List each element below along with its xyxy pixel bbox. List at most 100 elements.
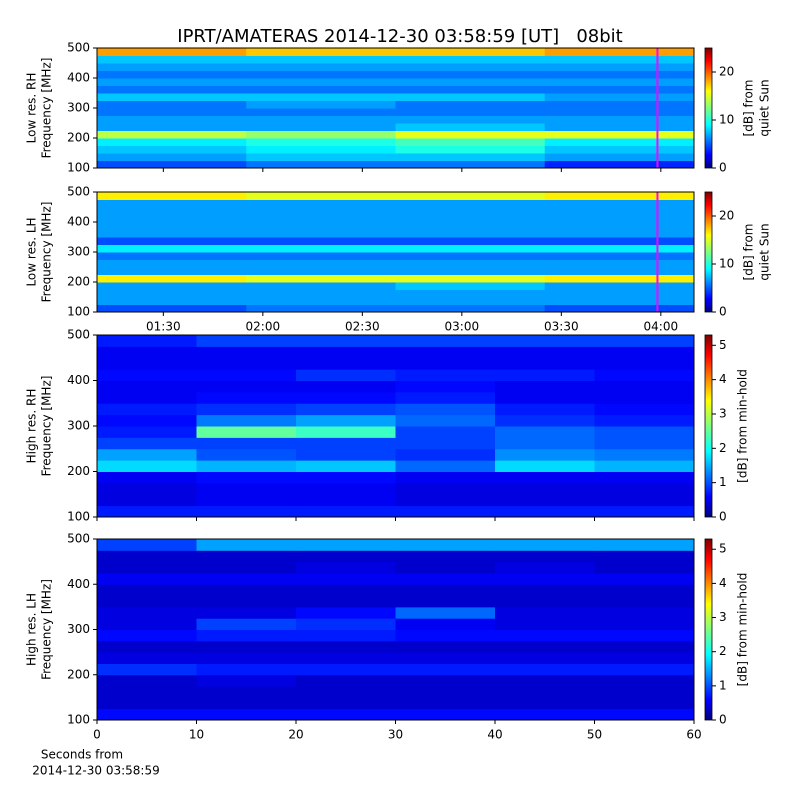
x-tick-label: 03:00 <box>445 320 480 334</box>
heat-cell <box>97 426 197 438</box>
heat-cell <box>395 505 496 518</box>
heat-cell <box>544 214 695 223</box>
heat-cell <box>97 237 247 245</box>
heat-cell <box>544 259 695 268</box>
x-tick-label: 03:30 <box>544 320 579 334</box>
heat-cell <box>495 697 595 710</box>
heat-cell <box>196 460 297 472</box>
heat-cell <box>246 108 396 116</box>
colorbar-label: quiet Sun <box>758 223 772 280</box>
colorbar-label: quiet Sun <box>758 79 772 136</box>
heat-cell <box>97 130 247 139</box>
heat-cell <box>196 584 297 597</box>
heat-cell <box>395 584 496 597</box>
heat-cell <box>97 70 247 79</box>
heat-cell <box>296 550 396 563</box>
heat-cell <box>495 640 595 653</box>
heat-cell <box>246 93 396 101</box>
y-tick-label: 300 <box>67 419 90 433</box>
heat-cell <box>495 380 595 393</box>
heat-cell <box>296 494 396 507</box>
heat-cell <box>97 282 247 290</box>
y-tick-label: 500 <box>67 532 90 546</box>
heat-cell <box>97 629 197 642</box>
heat-cell <box>594 346 695 359</box>
heat-cell <box>97 471 197 484</box>
heat-cell <box>296 697 396 710</box>
heat-cell <box>395 674 496 687</box>
heat-cell <box>395 55 546 64</box>
heat-cell <box>544 115 695 124</box>
heat-cell <box>296 505 396 518</box>
heat-cell <box>296 572 396 585</box>
heat-cell <box>395 572 496 585</box>
heat-cell <box>495 505 595 518</box>
heat-cell <box>296 606 396 619</box>
x-axis-label: Seconds from <box>41 748 123 762</box>
heat-cell <box>395 652 496 664</box>
y-tick-label: 300 <box>67 245 90 259</box>
colorbar-tick-label: 3 <box>719 610 727 624</box>
y-axis-label: Frequency [MHz] <box>40 579 54 680</box>
heat-cell <box>97 572 197 585</box>
heat-cell <box>97 304 247 313</box>
heat-cell <box>296 640 396 653</box>
heat-cell <box>97 357 197 370</box>
colorbar-tick-label: 20 <box>719 65 734 79</box>
y-tick-label: 300 <box>67 622 90 636</box>
heat-cell <box>395 222 546 230</box>
y-tick-label: 100 <box>67 305 90 319</box>
heat-cell <box>246 55 396 64</box>
heat-cell <box>395 686 496 698</box>
y-tick-label: 200 <box>67 667 90 681</box>
x-tick-label: 60 <box>686 728 701 742</box>
heat-cell <box>544 108 695 116</box>
heat-cell <box>395 237 546 245</box>
heat-cell <box>246 282 396 290</box>
heat-cell <box>594 663 695 676</box>
heat-cell <box>495 663 595 676</box>
heat-cell <box>495 357 595 370</box>
heat-cell <box>395 369 496 381</box>
heat-cell <box>395 297 546 305</box>
heat-cell <box>246 199 396 208</box>
heat-cell <box>246 222 396 230</box>
heat-cell <box>246 130 396 139</box>
heat-cell <box>296 708 396 721</box>
x-tick-label: 02:30 <box>345 320 380 334</box>
heat-cell <box>495 471 595 484</box>
heat-cell <box>495 426 595 438</box>
heat-cell <box>246 192 396 200</box>
heat-cell <box>544 244 695 253</box>
heat-cell <box>395 539 496 551</box>
heat-cell <box>395 274 546 283</box>
heat-cell <box>196 618 297 630</box>
heat-cell <box>395 63 546 71</box>
heat-cell <box>97 297 247 305</box>
heat-cell <box>246 304 396 313</box>
heat-cell <box>97 48 247 56</box>
heat-cell <box>495 674 595 687</box>
heat-cell <box>495 437 595 450</box>
heat-cell <box>97 460 197 472</box>
x-tick-label: 01:30 <box>146 320 181 334</box>
heat-cell <box>594 357 695 370</box>
y-tick-label: 400 <box>67 577 90 591</box>
heat-cell <box>296 403 396 416</box>
heat-cell <box>246 145 396 154</box>
heat-cell <box>196 403 297 416</box>
heat-cell <box>296 618 396 630</box>
heat-cell <box>97 199 247 208</box>
heat-cell <box>395 629 496 642</box>
heat-cell <box>97 78 247 86</box>
heat-cell <box>97 640 197 653</box>
heat-cell <box>296 595 396 608</box>
heat-cell <box>544 222 695 230</box>
heat-cell <box>495 572 595 585</box>
heat-cell <box>97 274 247 283</box>
heat-cell <box>296 346 396 359</box>
heat-cell <box>296 561 396 574</box>
heat-cell <box>296 391 396 404</box>
colorbar-tick-label: 1 <box>719 678 727 692</box>
heat-cell <box>544 123 695 131</box>
